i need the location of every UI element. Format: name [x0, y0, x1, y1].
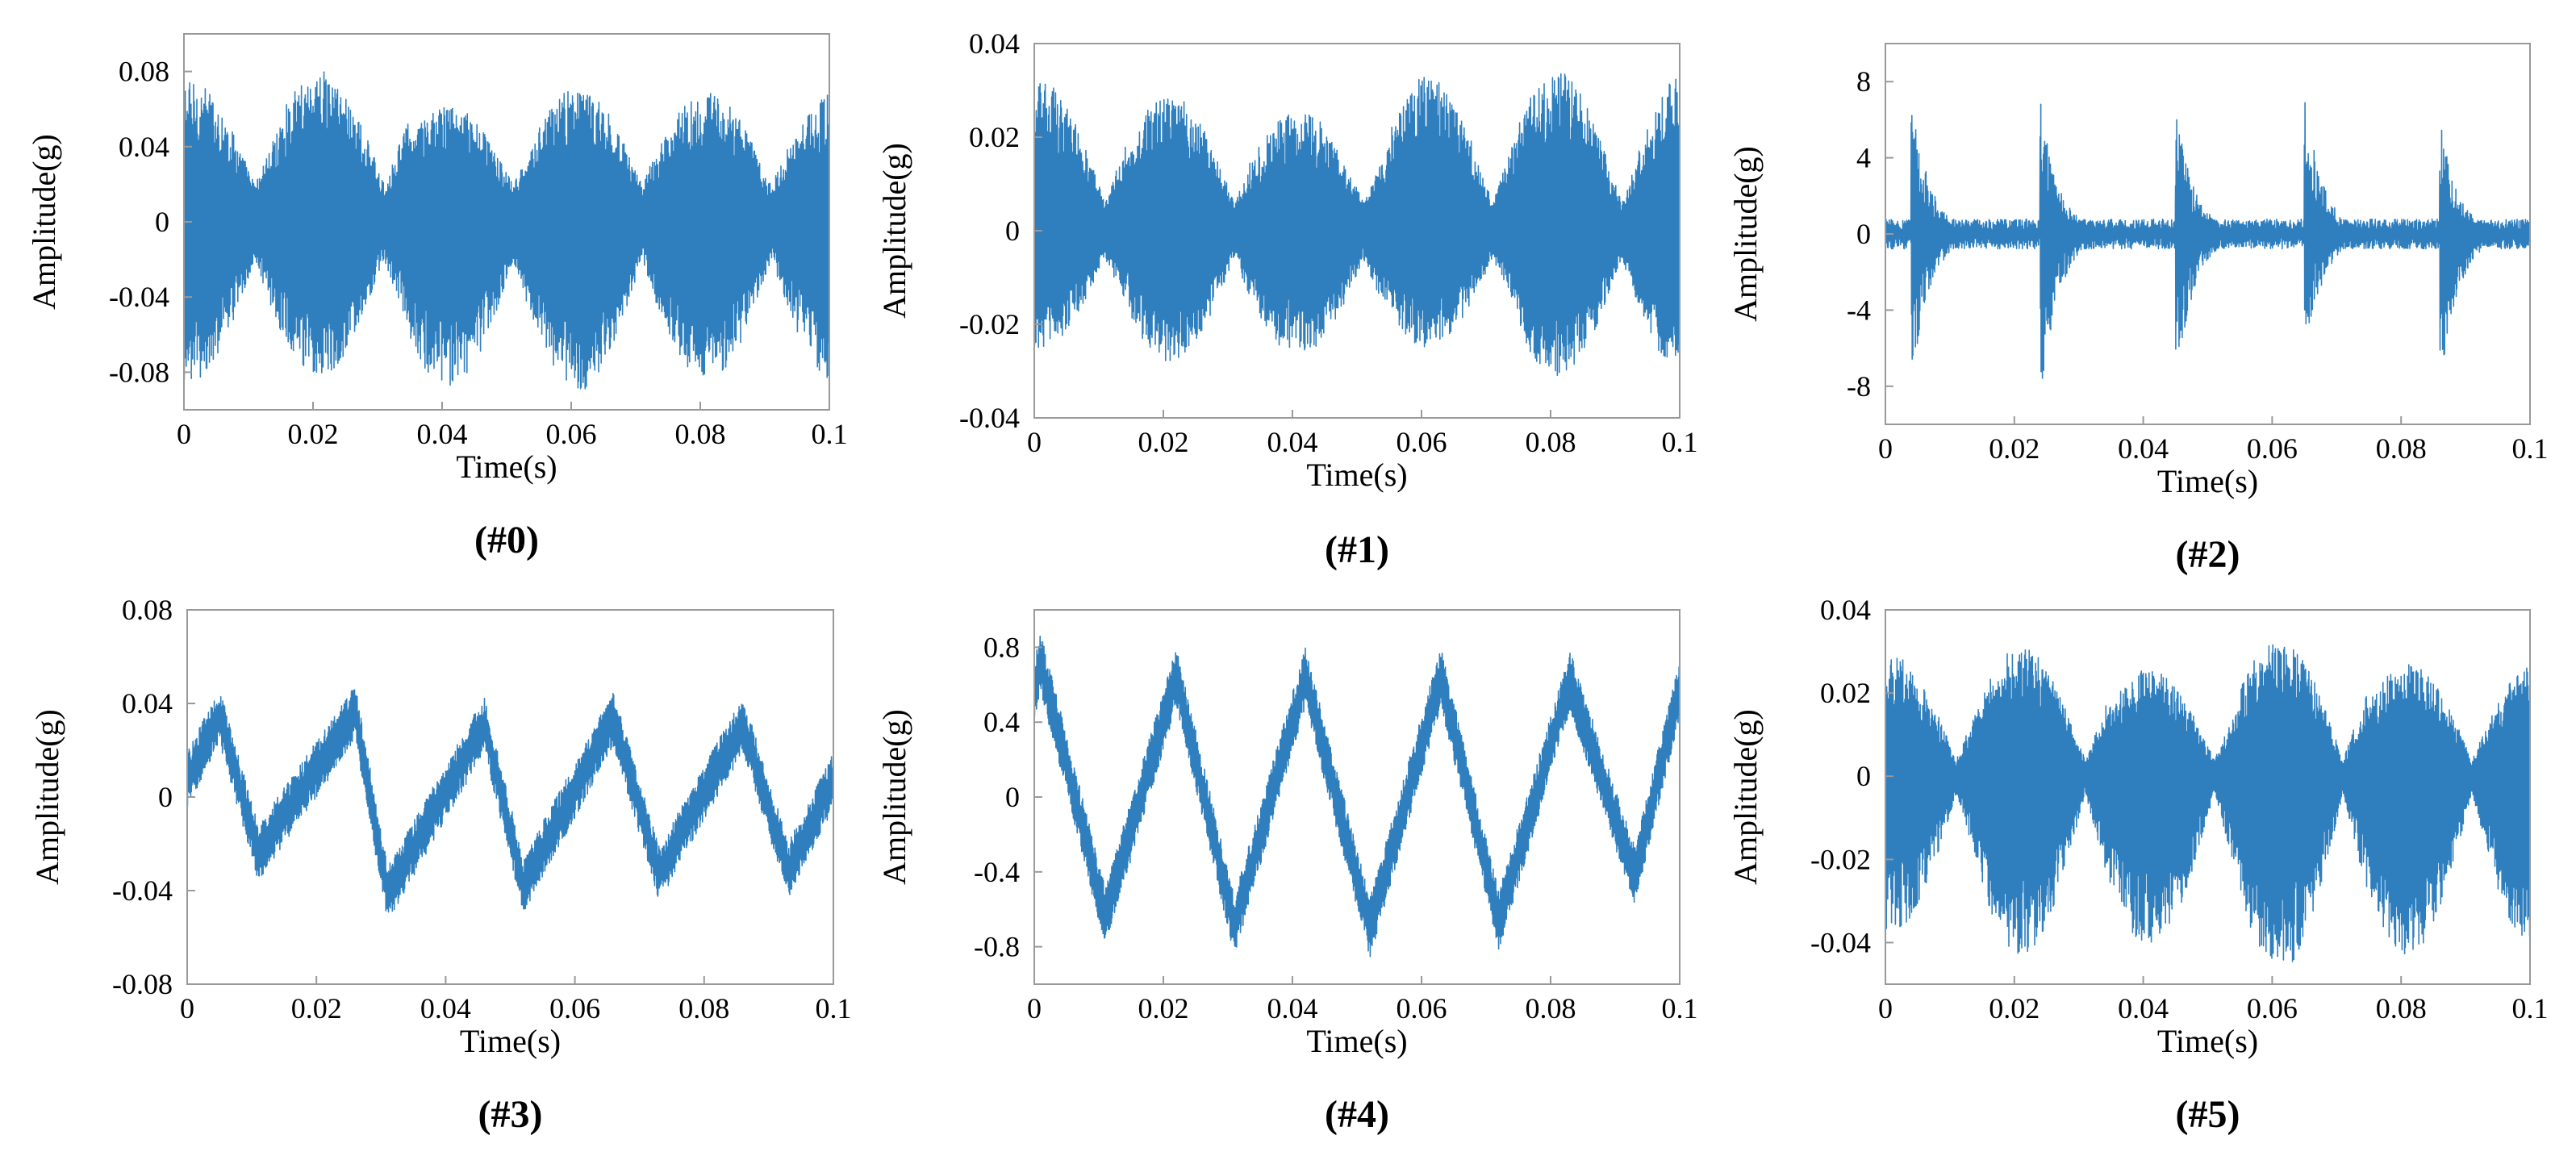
- y-tick-label: 0.04: [969, 27, 1020, 60]
- x-tick-label: 0.04: [2118, 432, 2169, 465]
- panel-label: (#2): [2176, 533, 2240, 576]
- y-axis-title: Amplitude(g): [1727, 709, 1764, 885]
- x-tick-label: 0.02: [291, 992, 342, 1025]
- x-tick-label: 0.1: [1662, 426, 1698, 458]
- y-tick-label: 0.04: [122, 687, 173, 720]
- x-tick-label: 0.06: [2247, 432, 2298, 465]
- x-tick-label: 0: [1878, 992, 1893, 1025]
- x-tick-label: 0.1: [816, 992, 852, 1025]
- x-tick-label: 0.02: [1989, 432, 2040, 465]
- chart-panel-2: 0 0.02 0.04 0.06 0.08 0.1 -8 -4 0 4 8 Time(s) Amplit…: [1727, 43, 2549, 576]
- x-axis-title: Time(s): [2157, 463, 2258, 499]
- x-tick-label: 0.1: [1662, 992, 1698, 1025]
- x-tick-label: 0.06: [549, 992, 600, 1025]
- y-tick-label: -0.8: [974, 931, 1020, 963]
- signal-line-0: [184, 71, 829, 390]
- x-tick-label: 0: [180, 992, 194, 1025]
- y-tick-label: -8: [1847, 370, 1871, 403]
- x-tick-label: 0.08: [1526, 992, 1576, 1025]
- x-axis-title: Time(s): [1306, 1023, 1407, 1059]
- plot-frame: [1033, 609, 1680, 985]
- y-tick-label: -0.04: [109, 281, 169, 313]
- y-tick-label: 0.08: [122, 594, 173, 626]
- x-tick-label: 0: [1027, 426, 1042, 458]
- y-tick-label: -0.02: [959, 308, 1020, 340]
- x-tick-label: 0.08: [675, 418, 726, 450]
- y-axis-title: Amplitude(g): [1727, 146, 1764, 322]
- y-tick-label: 0.8: [983, 631, 1020, 663]
- y-axis-title: Amplitude(g): [876, 143, 912, 319]
- y-tick-label: -0.08: [109, 356, 169, 388]
- panel-label: (#0): [474, 519, 539, 561]
- x-tick-label: 0: [1878, 432, 1893, 465]
- y-tick-label: 8: [1856, 65, 1871, 98]
- x-axis-title: Time(s): [460, 1023, 561, 1059]
- chart-panel-3: 0 0.02 0.04 0.06 0.08 0.1 -0.08 -0.04 0 0.04 0.08 T…: [29, 594, 852, 1136]
- x-axis-title: Time(s): [1306, 457, 1407, 493]
- y-tick-label: 0.08: [119, 56, 169, 88]
- y-tick-label: 0: [158, 781, 173, 813]
- y-tick-label: -0.04: [1810, 926, 1871, 958]
- x-tick-label: 0.1: [812, 418, 848, 450]
- panel-label: (#4): [1325, 1093, 1389, 1136]
- x-axis-title: Time(s): [456, 449, 557, 485]
- x-tick-label: 0.08: [2376, 432, 2427, 465]
- y-tick-label: -4: [1847, 294, 1871, 326]
- x-tick-label: 0: [177, 418, 191, 450]
- y-axis-title: Amplitude(g): [29, 709, 65, 885]
- y-tick-label: 0.04: [1820, 594, 1871, 626]
- y-axis-title: Amplitude(g): [26, 134, 62, 310]
- x-tick-label: 0.06: [2247, 992, 2298, 1025]
- y-tick-label: -0.08: [112, 968, 173, 1000]
- y-tick-label: 0.02: [1820, 677, 1871, 709]
- y-tick-label: 0: [1005, 781, 1020, 813]
- x-tick-label: 0.06: [1397, 992, 1447, 1025]
- signal-line-3: [187, 689, 833, 913]
- y-tick-label: 0: [1856, 218, 1871, 250]
- y-axis-title: Amplitude(g): [876, 709, 912, 885]
- x-tick-label: 0.04: [2118, 992, 2169, 1025]
- signal-line-5: [1885, 644, 2530, 962]
- x-tick-label: 0.08: [2376, 992, 2427, 1025]
- x-axis-title: Time(s): [2157, 1023, 2258, 1059]
- x-tick-label: 0.06: [1397, 426, 1447, 458]
- plot-frame: [1885, 609, 2531, 985]
- y-tick-label: -0.04: [959, 402, 1020, 434]
- x-tick-label: 0.08: [1526, 426, 1576, 458]
- y-tick-label: 0: [155, 206, 169, 238]
- signal-line-1: [1034, 73, 1680, 376]
- x-tick-label: 0.04: [1267, 992, 1318, 1025]
- y-tick-label: -0.04: [112, 874, 173, 907]
- x-tick-label: 0.02: [288, 418, 339, 450]
- x-tick-label: 0.1: [2512, 432, 2549, 465]
- x-tick-label: 0.04: [420, 992, 471, 1025]
- panel-label: (#5): [2176, 1093, 2240, 1136]
- chart-panel-4: 0 0.02 0.04 0.06 0.08 0.1 -0.8 -0.4 0 0.4 0.8 Time(…: [876, 609, 1698, 1136]
- x-tick-label: 0.02: [1989, 992, 2040, 1025]
- y-tick-label: 0.4: [983, 706, 1020, 738]
- x-tick-label: 0.06: [546, 418, 597, 450]
- x-tick-label: 0: [1027, 992, 1042, 1025]
- x-tick-label: 0.02: [1138, 992, 1189, 1025]
- chart-panel-0: 0 0.02 0.04 0.06 0.08 0.1 -0.08 -0.04 0 0.04 0.08 T…: [26, 33, 848, 561]
- y-tick-label: -0.4: [974, 856, 1020, 888]
- panel-label: (#3): [478, 1093, 543, 1136]
- x-tick-label: 0.04: [417, 418, 468, 450]
- y-tick-label: -0.02: [1810, 843, 1871, 875]
- y-tick-label: 4: [1856, 142, 1871, 174]
- signal-line-2: [1885, 102, 2530, 379]
- x-tick-label: 0.1: [2512, 992, 2549, 1025]
- chart-panel-5: 0 0.02 0.04 0.06 0.08 0.1-0.04-0.0200.020.04T…: [1727, 594, 2549, 1136]
- x-tick-label: 0.08: [678, 992, 729, 1025]
- y-tick-label: 0: [1005, 215, 1020, 247]
- y-tick-label: 0: [1856, 760, 1871, 792]
- x-tick-label: 0.02: [1138, 426, 1189, 458]
- y-tick-label: 0.04: [119, 131, 169, 163]
- panel-label: (#1): [1325, 528, 1389, 571]
- signal-line-4: [1034, 635, 1680, 958]
- chart-panel-1: 0 0.02 0.04 0.06 0.08 0.1-0.04-0.0200.020.04T…: [876, 27, 1698, 571]
- y-tick-label: 0.02: [969, 121, 1020, 153]
- x-tick-label: 0.04: [1267, 426, 1318, 458]
